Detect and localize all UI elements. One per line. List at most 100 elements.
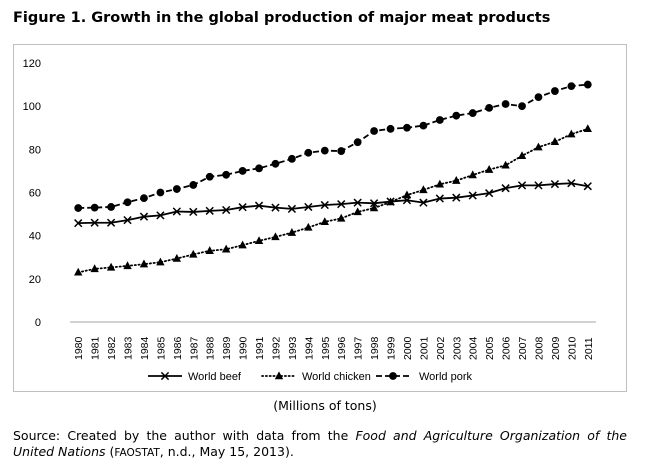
world-beef-point: [583, 182, 592, 191]
x-tick-label: 2005: [484, 336, 496, 360]
world-chicken-point: [287, 228, 297, 236]
world-pork-point: [567, 82, 576, 90]
world-pork-point: [403, 123, 411, 132]
world-chicken-point: [386, 197, 395, 206]
world-beef-point: [139, 212, 149, 221]
world-pork-point: [353, 138, 362, 147]
x-tick-label: 1988: [205, 336, 217, 360]
source-note: Source: Created by the author with data …: [13, 428, 627, 461]
x-tick-label: 1981: [90, 336, 102, 360]
world-pork-point: [271, 159, 280, 168]
world-beef-point: [501, 184, 510, 193]
world-pork-point: [468, 109, 477, 117]
world-beef-point: [419, 198, 428, 207]
source-prefix: Source: Created by the author with data …: [13, 428, 356, 443]
world-beef-point: [567, 179, 576, 188]
world-beef-point: [90, 218, 99, 227]
world-chicken-point: [353, 207, 362, 216]
world-chicken-point: [419, 185, 428, 194]
world-beef-point: [320, 200, 329, 210]
world-chicken-point: [534, 142, 543, 151]
x-tick-label: 2004: [468, 336, 480, 360]
world-chicken-point: [484, 165, 494, 173]
x-tick-label: 2001: [418, 336, 430, 360]
world-pork-line: [78, 83, 588, 209]
legend-world-beef-label: World beef: [188, 371, 242, 383]
world-chicken-point: [337, 213, 346, 222]
x-tick-label: 1991: [254, 336, 266, 360]
x-tick-label: 1982: [106, 336, 118, 360]
world-beef-point: [156, 211, 165, 220]
units-note: (Millions of tons): [273, 398, 377, 413]
x-tick-label: 1980: [73, 336, 85, 360]
world-pork-point: [123, 198, 132, 207]
world-pork-point: [74, 204, 83, 212]
world-pork-point: [386, 124, 395, 133]
world-beef-point: [287, 204, 297, 214]
x-tick-label: 1996: [336, 336, 348, 360]
x-tick-label: 2011: [583, 337, 595, 360]
world-beef-point: [271, 203, 280, 212]
x-tick-label: 1993: [287, 336, 299, 360]
world-pork-point: [435, 116, 444, 124]
x-tick-label: 1995: [320, 336, 332, 360]
y-tick-label: 80: [29, 144, 41, 156]
source-abbr: FAOSTAT: [114, 447, 160, 459]
world-chicken-point: [271, 232, 280, 241]
x-tick-label: 2008: [533, 336, 545, 360]
line-chart: 0 20 40 60 80 100 120 1980 1981 1982 1983 1984 1985 1…: [23, 58, 596, 383]
world-beef-point: [222, 205, 231, 215]
x-tick-label: 1992: [270, 336, 282, 360]
figure-title: Figure 1. Growth in the global productio…: [13, 10, 551, 26]
world-beef-point: [74, 219, 83, 228]
world-pork-point: [205, 172, 214, 181]
world-beef-point: [106, 218, 116, 227]
world-beef-point: [353, 198, 362, 207]
world-chicken-point: [567, 129, 576, 138]
world-chicken-point: [550, 137, 560, 145]
y-tick-label: 120: [23, 58, 41, 70]
world-beef-point: [304, 202, 313, 212]
x-tick-label: 2009: [550, 336, 562, 360]
x-tick-label: 1989: [221, 336, 233, 360]
source-organization: Food and Agriculture Organization of the…: [13, 428, 627, 459]
world-chicken-point: [304, 222, 313, 231]
legend-world-pork-label: World pork: [419, 371, 472, 383]
x-tick-label: 2000: [402, 336, 414, 360]
world-pork-point: [583, 80, 592, 89]
world-chicken-point: [320, 217, 329, 226]
world-pork-point: [419, 121, 428, 130]
world-beef-line: [78, 182, 588, 225]
world-beef-point: [205, 206, 214, 215]
world-chicken-point: [221, 244, 231, 253]
world-beef-point: [452, 193, 461, 202]
world-chicken-point: [156, 257, 165, 266]
world-chicken-point: [452, 176, 461, 184]
world-pork-point: [518, 102, 526, 111]
world-chicken-point: [106, 262, 116, 271]
y-tick-label: 0: [35, 317, 41, 329]
world-pork-point: [551, 87, 559, 95]
world-beef-point: [550, 179, 560, 189]
world-pork-point: [172, 185, 181, 193]
world-chicken-point: [583, 124, 592, 133]
x-tick-label: 1986: [172, 336, 184, 360]
world-pork-point: [255, 164, 263, 173]
world-chicken-line: [77, 127, 589, 274]
world-chicken-point: [501, 160, 510, 169]
x-tick-label: 2010: [566, 336, 578, 360]
world-chicken-point: [238, 240, 247, 249]
y-tick-label: 60: [29, 188, 41, 200]
world-chicken-point: [254, 236, 264, 245]
world-beef-point: [468, 191, 477, 200]
world-beef-point: [123, 215, 132, 225]
world-beef-point: [517, 181, 527, 190]
world-pork-point: [222, 170, 231, 179]
world-beef-point: [369, 199, 379, 208]
world-chicken-point: [205, 246, 214, 254]
world-beef-point: [238, 203, 247, 212]
source-paren: (: [105, 444, 115, 459]
world-chicken-point: [139, 259, 149, 268]
world-pork-point: [140, 194, 148, 203]
x-tick-label: 1987: [188, 336, 200, 360]
